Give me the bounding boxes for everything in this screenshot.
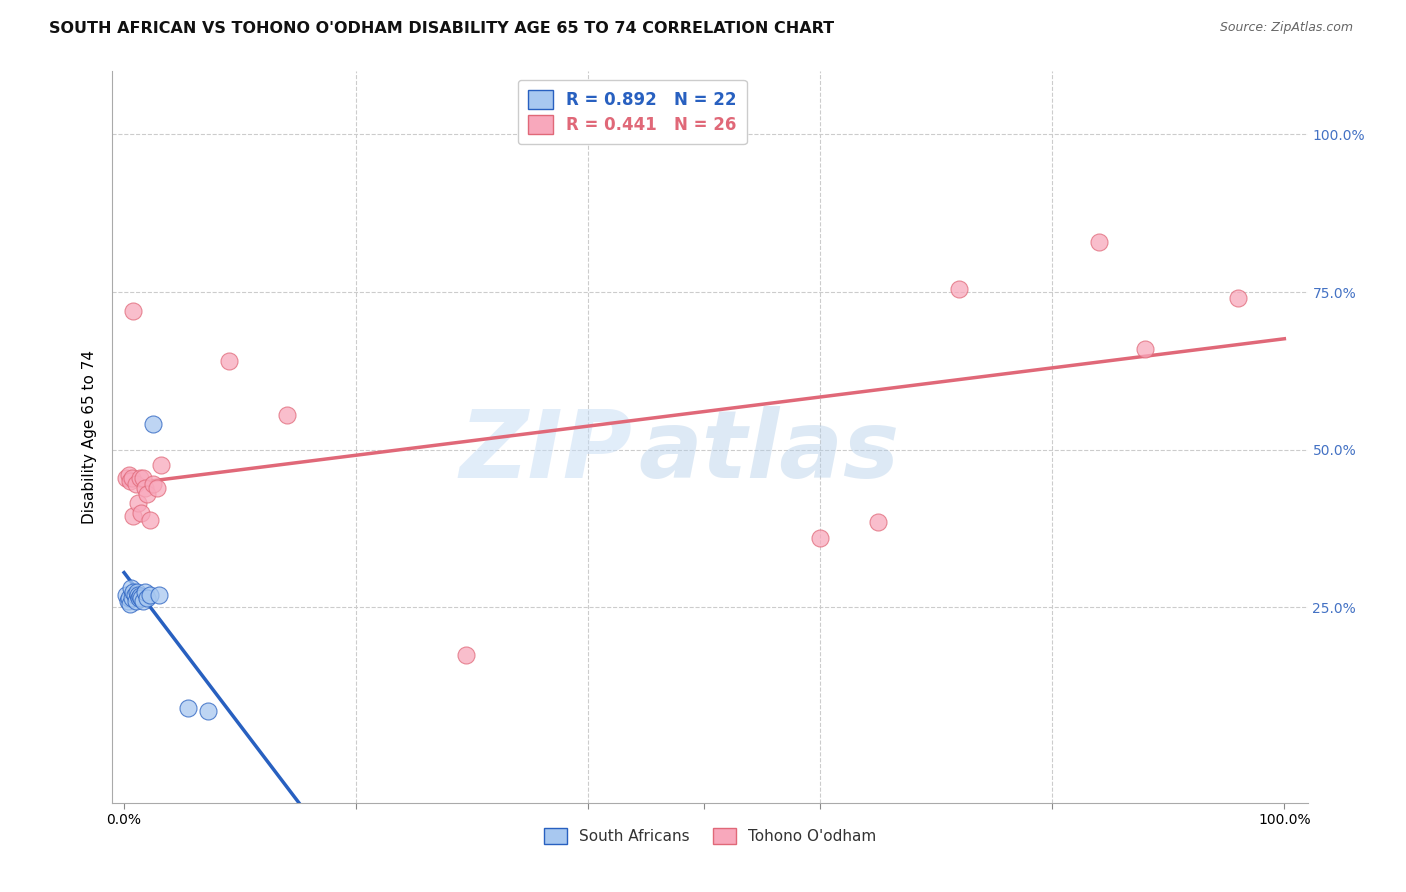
Point bbox=[136, 591, 159, 605]
Point bbox=[218, 354, 240, 368]
Point bbox=[131, 594, 153, 608]
Point bbox=[1226, 291, 1249, 305]
Point bbox=[129, 471, 152, 485]
Point bbox=[138, 588, 160, 602]
Point bbox=[118, 467, 141, 482]
Point bbox=[127, 588, 149, 602]
Point bbox=[142, 417, 165, 432]
Point bbox=[145, 481, 167, 495]
Point bbox=[122, 508, 145, 523]
Point bbox=[125, 584, 148, 599]
Point bbox=[121, 471, 143, 485]
Point bbox=[142, 477, 165, 491]
Point bbox=[138, 513, 160, 527]
Point bbox=[117, 594, 139, 608]
Point bbox=[118, 597, 141, 611]
Point bbox=[197, 705, 219, 719]
Point bbox=[122, 304, 145, 318]
Point bbox=[134, 584, 156, 599]
Text: atlas: atlas bbox=[638, 406, 900, 498]
Point bbox=[136, 487, 159, 501]
Point bbox=[131, 471, 153, 485]
Point bbox=[125, 477, 148, 491]
Point bbox=[868, 515, 890, 529]
Point bbox=[177, 701, 200, 715]
Point bbox=[1087, 235, 1109, 249]
Point bbox=[115, 588, 138, 602]
Text: SOUTH AFRICAN VS TOHONO O'ODHAM DISABILITY AGE 65 TO 74 CORRELATION CHART: SOUTH AFRICAN VS TOHONO O'ODHAM DISABILI… bbox=[49, 21, 834, 37]
Point bbox=[118, 474, 141, 488]
Point bbox=[128, 591, 150, 605]
Point bbox=[948, 282, 970, 296]
Point bbox=[131, 506, 153, 520]
Text: Source: ZipAtlas.com: Source: ZipAtlas.com bbox=[1219, 21, 1353, 35]
Point bbox=[276, 408, 298, 422]
Point bbox=[456, 648, 478, 662]
Point bbox=[150, 458, 173, 473]
Point bbox=[134, 481, 156, 495]
Point bbox=[121, 591, 143, 605]
Point bbox=[129, 589, 152, 603]
Point bbox=[148, 588, 170, 602]
Point bbox=[1133, 342, 1156, 356]
Point bbox=[124, 588, 146, 602]
Point bbox=[118, 591, 141, 605]
Text: ZIP: ZIP bbox=[460, 406, 633, 498]
Legend: South Africans, Tohono O'odham: South Africans, Tohono O'odham bbox=[538, 822, 882, 850]
Point bbox=[122, 584, 145, 599]
Y-axis label: Disability Age 65 to 74: Disability Age 65 to 74 bbox=[82, 350, 97, 524]
Point bbox=[115, 471, 138, 485]
Point bbox=[127, 496, 149, 510]
Point bbox=[131, 591, 153, 605]
Point bbox=[120, 582, 142, 596]
Point bbox=[125, 594, 148, 608]
Point bbox=[808, 531, 831, 545]
